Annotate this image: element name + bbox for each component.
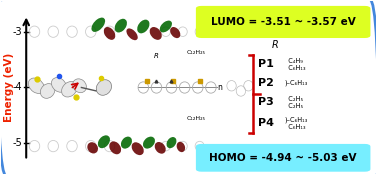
Text: P3: P3 <box>258 97 274 107</box>
FancyBboxPatch shape <box>196 6 370 38</box>
Ellipse shape <box>121 137 132 149</box>
Ellipse shape <box>115 19 127 33</box>
Text: C₁₂H₂₅: C₁₂H₂₅ <box>186 50 206 55</box>
Ellipse shape <box>62 82 77 97</box>
Ellipse shape <box>73 79 87 93</box>
Text: -5: -5 <box>12 138 22 148</box>
Text: -3: -3 <box>12 27 22 37</box>
Text: LUMO = -3.51 ~ -3.57 eV: LUMO = -3.51 ~ -3.57 eV <box>211 17 356 27</box>
Ellipse shape <box>177 142 185 152</box>
Ellipse shape <box>160 21 172 32</box>
Ellipse shape <box>91 18 105 32</box>
Text: C₂H₅
  C₂H₅: C₂H₅ C₂H₅ <box>284 96 304 109</box>
Text: Energy (eV): Energy (eV) <box>4 53 14 122</box>
Text: )–C₆H₁₃: )–C₆H₁₃ <box>284 80 307 86</box>
Text: P2: P2 <box>258 78 274 88</box>
Text: C₄H₉
  C₆H₁₃: C₄H₉ C₆H₁₃ <box>284 58 305 71</box>
Ellipse shape <box>51 78 66 92</box>
Text: HOMO = -4.94 ~ -5.03 eV: HOMO = -4.94 ~ -5.03 eV <box>209 153 357 163</box>
Ellipse shape <box>155 142 166 154</box>
Ellipse shape <box>170 27 180 38</box>
Text: -4: -4 <box>12 82 22 93</box>
Ellipse shape <box>126 28 138 40</box>
Text: R: R <box>154 53 159 59</box>
Ellipse shape <box>109 141 121 154</box>
Ellipse shape <box>28 78 44 93</box>
Ellipse shape <box>137 20 149 33</box>
Ellipse shape <box>98 135 110 148</box>
Ellipse shape <box>150 27 162 40</box>
Ellipse shape <box>132 142 144 155</box>
Text: P1: P1 <box>258 59 274 69</box>
Ellipse shape <box>96 80 112 95</box>
Text: P4: P4 <box>258 118 274 128</box>
Text: )–C₆H₁₃
  C₆H₁₃: )–C₆H₁₃ C₆H₁₃ <box>284 116 307 130</box>
Ellipse shape <box>87 142 98 153</box>
Ellipse shape <box>143 137 155 149</box>
Text: R: R <box>271 40 278 50</box>
Text: C₁₂H₂₅: C₁₂H₂₅ <box>186 116 206 121</box>
Text: n: n <box>218 83 223 92</box>
Ellipse shape <box>40 84 55 98</box>
Ellipse shape <box>167 137 177 148</box>
FancyBboxPatch shape <box>196 144 370 172</box>
Ellipse shape <box>104 27 115 40</box>
